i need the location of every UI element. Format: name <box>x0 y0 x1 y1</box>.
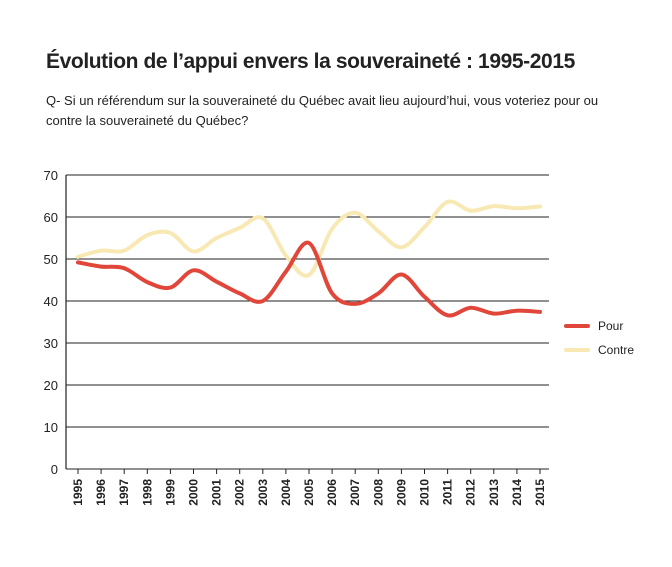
data-point-contre <box>262 218 263 219</box>
data-point-contre <box>378 231 379 232</box>
data-point-contre <box>285 255 286 256</box>
x-tick-label: 2014 <box>510 479 524 506</box>
y-tick-label: 50 <box>44 252 58 267</box>
x-tick-label: 2000 <box>187 479 201 506</box>
data-point-contre <box>540 206 541 207</box>
x-tick-label: 2003 <box>256 479 270 506</box>
legend: Pour Contre <box>564 319 634 357</box>
data-point-pour <box>401 274 402 275</box>
y-tick-label: 0 <box>51 462 58 477</box>
data-point-contre <box>332 228 333 229</box>
data-point-pour <box>424 296 425 297</box>
data-point-pour <box>124 268 125 269</box>
data-point-contre <box>124 250 125 251</box>
y-tick-label: 70 <box>44 168 58 183</box>
x-tick-label: 1996 <box>94 479 108 506</box>
data-point-contre <box>516 208 517 209</box>
data-point-pour <box>332 293 333 294</box>
data-point-pour <box>193 270 194 271</box>
data-point-pour <box>355 303 356 304</box>
data-point-pour <box>378 293 379 294</box>
x-tick-label: 2004 <box>279 479 293 506</box>
axes <box>65 175 541 474</box>
x-tick-label: 1998 <box>140 479 154 506</box>
y-tick-label: 10 <box>44 420 58 435</box>
data-point-contre <box>193 251 194 252</box>
x-tick-label: 2006 <box>325 479 339 506</box>
data-point-contre <box>78 256 79 257</box>
data-point-contre <box>101 250 102 251</box>
data-point-contre <box>216 238 217 239</box>
y-tick-label: 40 <box>44 294 58 309</box>
data-point-pour <box>470 307 471 308</box>
data-point-contre <box>309 274 310 275</box>
data-point-pour <box>147 282 148 283</box>
data-point-contre <box>470 210 471 211</box>
data-point-pour <box>493 313 494 314</box>
data-point-pour <box>78 262 79 263</box>
data-point-pour <box>516 310 517 311</box>
data-point-pour <box>447 315 448 316</box>
data-point-pour <box>239 293 240 294</box>
x-tick-label: 2001 <box>210 479 224 506</box>
data-point-contre <box>170 232 171 233</box>
data-point-pour <box>540 311 541 312</box>
data-point-pour <box>262 301 263 302</box>
x-tick-label: 1997 <box>117 479 131 506</box>
x-tick-label: 2012 <box>464 479 478 506</box>
y-tick-label: 20 <box>44 378 58 393</box>
legend-label-pour: Pour <box>598 319 623 333</box>
x-tick-label: 2002 <box>233 479 247 506</box>
x-tick-label: 2013 <box>487 479 501 506</box>
series-line-contre <box>76 199 542 278</box>
legend-label-contre: Contre <box>598 343 634 357</box>
data-point-contre <box>355 212 356 213</box>
chart-subtitle: Q- Si un référendum sur la souveraineté … <box>46 93 599 128</box>
data-point-contre <box>447 201 448 202</box>
x-axis-tick-labels: 1995 1996 1997 1998 1999 2000 2001 2002 2003 2004… <box>71 479 547 506</box>
x-tick-label: 2015 <box>533 479 547 506</box>
x-tick-label: 1999 <box>163 479 177 506</box>
data-point-pour <box>216 281 217 282</box>
data-point-contre <box>401 247 402 248</box>
series-lines <box>76 199 542 318</box>
x-tick-label: 2005 <box>302 479 316 506</box>
x-tick-label: 2010 <box>418 479 432 506</box>
y-tick-label: 30 <box>44 336 58 351</box>
series-line-pour <box>76 240 542 318</box>
x-tick-label: 2011 <box>441 479 455 505</box>
x-tick-label: 2009 <box>394 479 408 506</box>
data-point-pour <box>285 271 286 272</box>
y-tick-label: 60 <box>44 210 58 225</box>
grid-lines <box>66 174 549 470</box>
y-axis-tick-labels: 0 10 20 30 40 50 60 70 <box>44 168 58 477</box>
data-point-pour <box>170 287 171 288</box>
data-point-pour <box>309 243 310 244</box>
data-point-contre <box>147 235 148 236</box>
data-point-contre <box>493 206 494 207</box>
x-tick-label: 2007 <box>348 479 362 506</box>
x-tick-label: 2008 <box>371 479 385 506</box>
x-tick-label: 1995 <box>71 479 85 506</box>
data-point-contre <box>424 227 425 228</box>
data-point-pour <box>101 266 102 267</box>
chart-title: Évolution de l’appui envers la souverain… <box>46 50 575 73</box>
data-point-contre <box>239 227 240 228</box>
